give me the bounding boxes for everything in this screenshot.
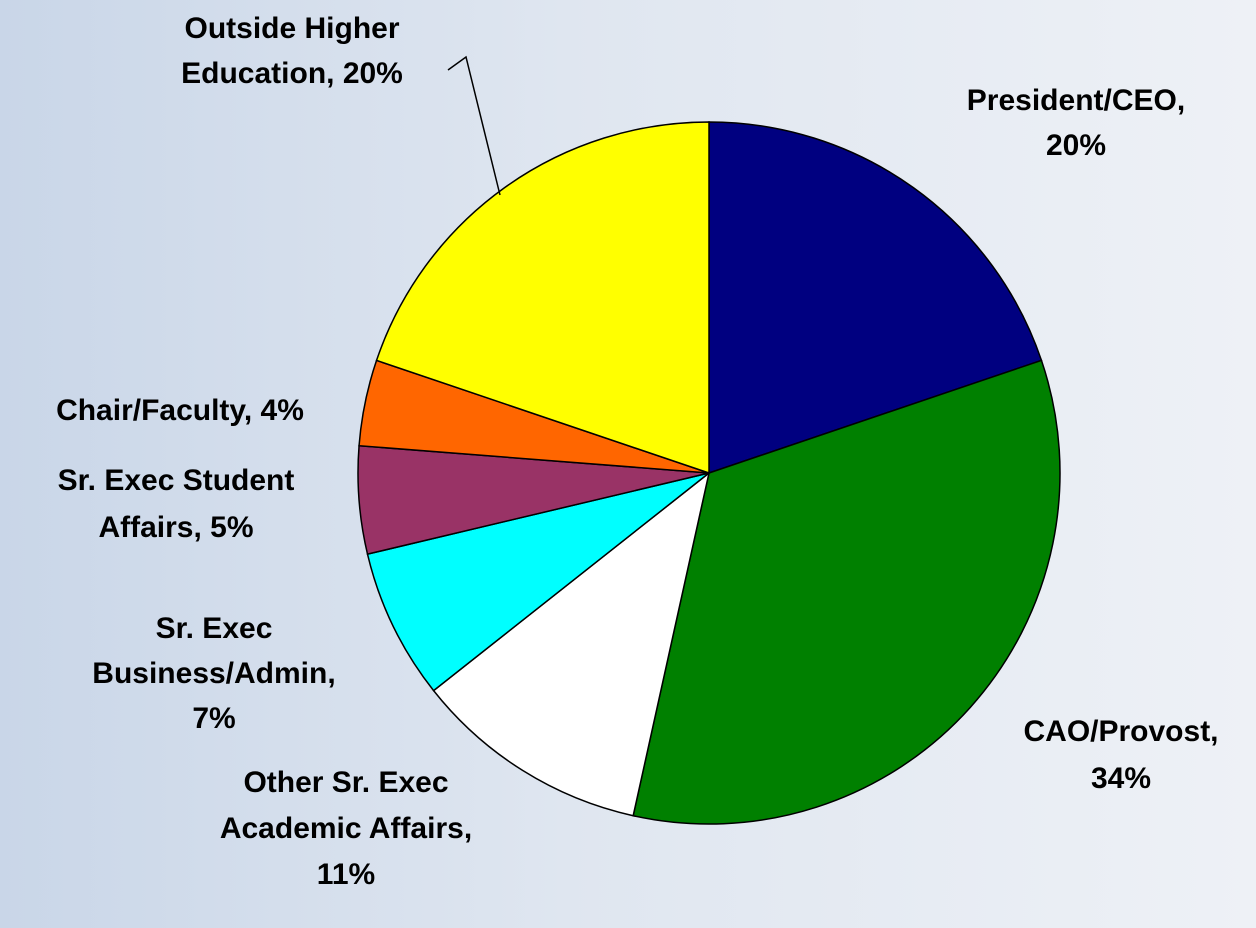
- slice-label-line: Affairs, 5%: [98, 511, 253, 544]
- slice-label-line: Sr. Exec: [156, 612, 273, 645]
- pie-slice-sr-exec-business-admin: [366, 472, 710, 692]
- slice-label-chair-faculty: Chair/Faculty, 4%: [56, 394, 304, 427]
- slice-label-other-sr-exec-academic-affairs: Other Sr. Exec Academic Affairs, 11%: [220, 766, 472, 891]
- slice-label-line: Chair/Faculty, 4%: [56, 394, 304, 427]
- slice-label-line: Sr. Exec Student: [58, 464, 295, 497]
- slice-label-line: 20%: [1046, 129, 1106, 162]
- slice-label-line: President/CEO,: [967, 84, 1185, 117]
- slice-label-cao-provost: CAO/Provost, 34%: [1023, 715, 1218, 795]
- slice-label-line: Other Sr. Exec: [243, 766, 448, 799]
- slice-label-sr-exec-student-affairs: Sr. Exec Student Affairs, 5%: [58, 464, 295, 544]
- slice-label-line: 11%: [317, 858, 375, 891]
- pie-slice-cao-provost: [632, 359, 1061, 825]
- leader-lines: [447, 55, 501, 196]
- slice-labels: President/CEO, 20% CAO/Provost, 34% Other Sr…: [56, 12, 1218, 891]
- slice-label-line: Business/Admin,: [92, 657, 335, 690]
- pie-slice-other-sr-exec-academic-affairs: [432, 471, 711, 817]
- pie-slice-outside-higher-education: [375, 121, 710, 475]
- slice-label-outside-higher-education: Outside Higher Education, 20%: [181, 12, 403, 90]
- slice-label-line: 7%: [192, 702, 235, 735]
- pie-slices: [357, 121, 1061, 825]
- slice-label-president-ceo: President/CEO, 20%: [967, 84, 1185, 162]
- pie-slice-president-ceo: [708, 121, 1043, 475]
- slice-label-line: CAO/Provost,: [1023, 715, 1218, 748]
- slice-label-line: Education, 20%: [181, 57, 403, 90]
- slice-label-sr-exec-business-admin: Sr. Exec Business/Admin, 7%: [92, 612, 335, 735]
- slice-label-line: 34%: [1091, 762, 1151, 795]
- slice-label-line: Academic Affairs,: [220, 812, 472, 845]
- leader-line-outside-higher-education: [447, 55, 501, 196]
- slice-label-line: Outside Higher: [184, 12, 399, 45]
